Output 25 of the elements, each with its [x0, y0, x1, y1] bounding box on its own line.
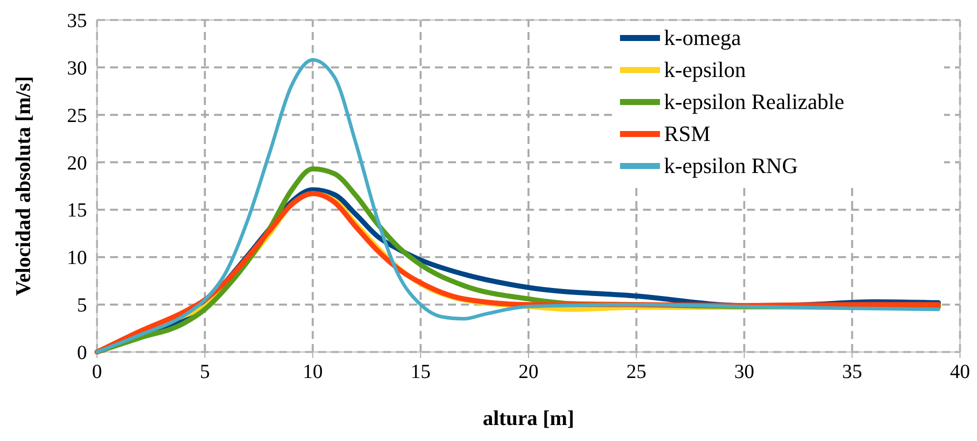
x-tick-label: 25 [626, 361, 646, 383]
x-axis-title: altura [m] [482, 406, 574, 430]
x-tick-label: 15 [410, 361, 431, 383]
legend-label: k-omega [664, 25, 742, 50]
y-tick-label: 35 [67, 10, 87, 32]
legend-label: k-epsilon Realizable [664, 89, 844, 114]
y-tick-label: 15 [67, 200, 87, 222]
x-tick-label: 10 [302, 361, 323, 383]
x-tick-label: 0 [92, 361, 102, 383]
legend-label: k-epsilon RNG [664, 153, 798, 178]
x-tick-label: 5 [200, 361, 210, 383]
line-series [95, 58, 940, 354]
legend-label: RSM [664, 121, 710, 146]
x-tick-label: 20 [518, 361, 538, 383]
y-tick-label: 30 [67, 57, 87, 80]
x-tick-label: 40 [950, 361, 970, 383]
y-tick-label: 25 [67, 104, 87, 127]
y-tick-label: 20 [67, 152, 87, 174]
y-tick-label: 0 [77, 342, 87, 364]
y-axis-title: Velocidad absoluta [m/s] [11, 76, 35, 296]
x-tick-label: 30 [734, 361, 754, 383]
y-tick-label: 10 [67, 247, 87, 270]
legend-label: k-epsilon [664, 57, 746, 82]
x-tick-label: 35 [842, 361, 862, 383]
y-tick-label: 5 [77, 294, 87, 317]
